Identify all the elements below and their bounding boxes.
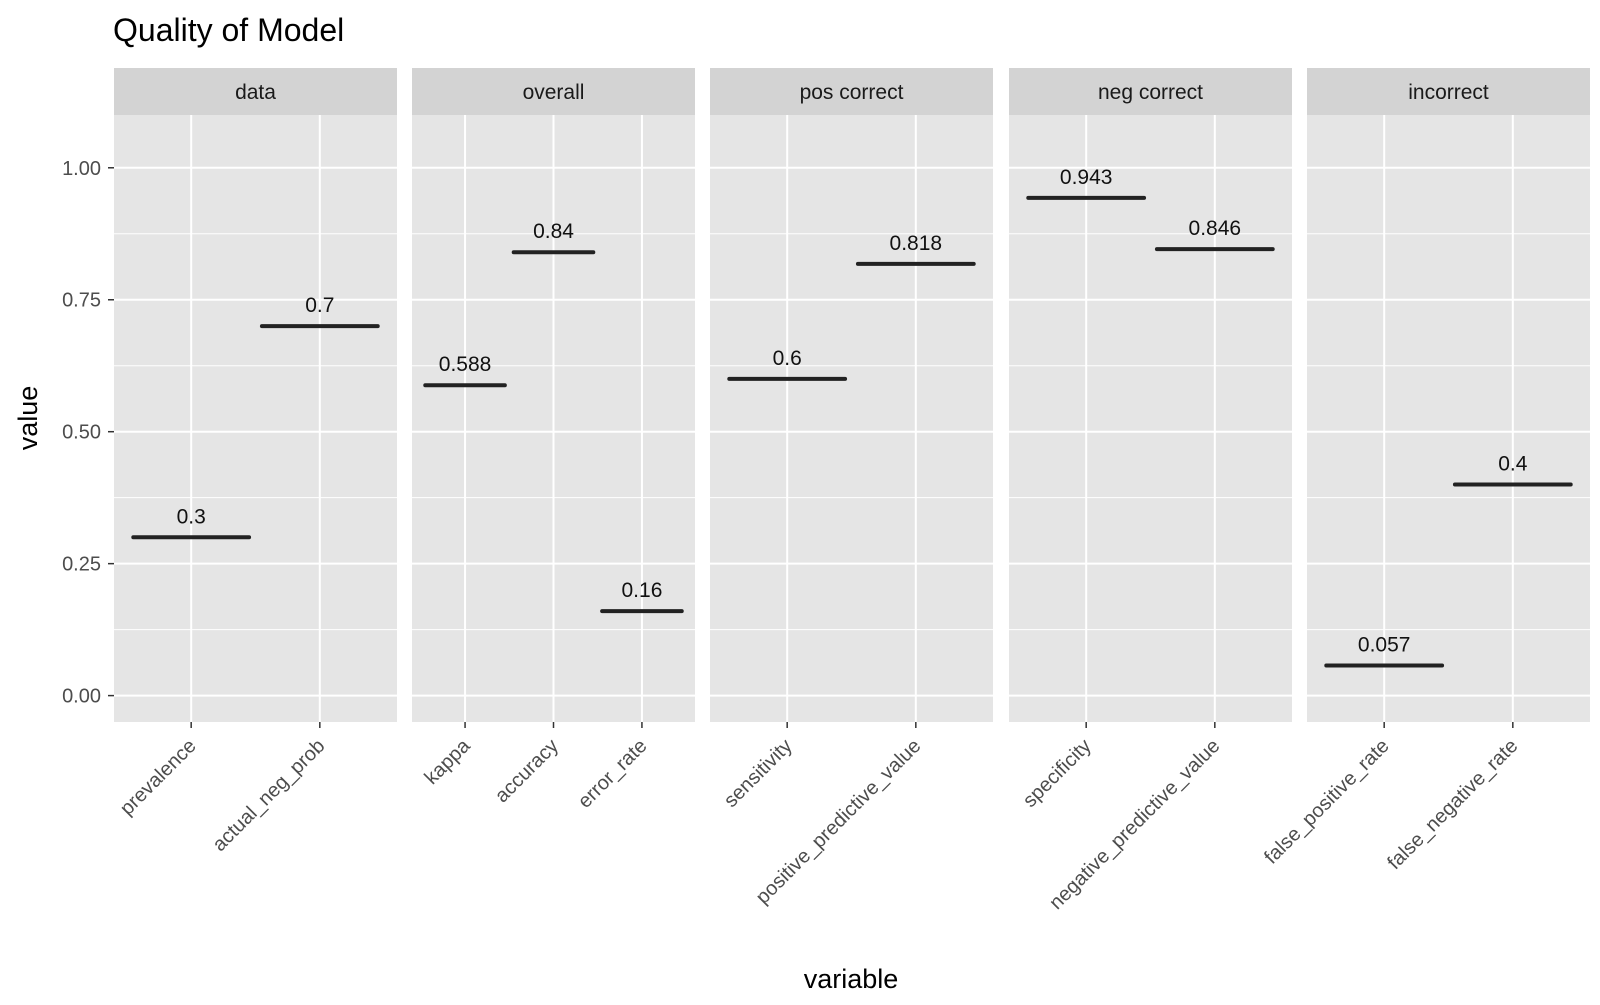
y-axis-title: value (13, 386, 43, 451)
facet-strip (1009, 68, 1292, 115)
x-tick-label: kappa (421, 734, 476, 789)
x-tick-label: sensitivity (720, 735, 797, 812)
data-label: 0.588 (439, 353, 492, 376)
facet-strip (710, 68, 993, 115)
facet-panels: data prevalence actual_neg_prob 0.3 0.7 overa… (114, 68, 1590, 914)
y-tick-label: 0.75 (62, 290, 101, 312)
facet-strip (1307, 68, 1590, 115)
x-tick-label: specificity (1019, 735, 1096, 812)
facet-strip-label: data (235, 81, 276, 104)
y-tick-label: 0.25 (62, 554, 101, 576)
data-label: 0.6 (773, 347, 802, 370)
facet-pos-correct: pos correctsensitivitypositive_predictiv… (710, 68, 993, 909)
chart-title: Quality of Model (113, 12, 344, 48)
y-axis: 0.00 0.25 0.50 0.75 1.00 (62, 158, 114, 708)
panel-background (1307, 115, 1590, 722)
data-label: 0.057 (1358, 634, 1411, 657)
panel-background (710, 115, 993, 722)
panel-background (114, 115, 397, 722)
x-tick-label: false_negative_rate (1383, 735, 1522, 874)
data-label: 0.846 (1189, 217, 1242, 240)
facet-strip-label: incorrect (1408, 81, 1489, 104)
x-tick-label: false_positive_rate (1260, 735, 1393, 868)
facet-incorrect: incorrect false_positive_ratefalse_negati… (1260, 68, 1590, 874)
x-tick-label: actual_neg_prob (208, 735, 329, 856)
facet-strip-label: overall (523, 81, 585, 104)
x-tick-label: prevalence (116, 735, 201, 820)
panel-background (1009, 115, 1292, 722)
facet-strip (412, 68, 695, 115)
facet-neg-correct: neg correctspecificitynegative_predictiv… (1009, 68, 1292, 914)
facet-strip (114, 68, 397, 115)
facet-data: data prevalence actual_neg_prob 0.3 0.7 (114, 68, 397, 856)
data-label: 0.3 (177, 505, 206, 528)
data-label: 0.818 (890, 232, 943, 255)
data-label: 0.84 (533, 220, 574, 243)
facet-strip-label: neg correct (1098, 81, 1203, 104)
data-label: 0.16 (622, 579, 663, 602)
y-tick-label: 0.50 (62, 422, 101, 444)
data-label: 0.943 (1060, 166, 1113, 189)
data-label: 0.7 (305, 294, 334, 317)
y-tick-label: 0.00 (62, 686, 101, 708)
y-tick-label: 1.00 (62, 158, 101, 180)
x-tick-label: accuracy (491, 735, 563, 807)
x-tick-label: error_rate (574, 735, 652, 813)
facet-overall: overall kappa accuracy error_rate 0.588 0.84 0… (412, 68, 695, 813)
x-axis-title: variable (804, 964, 899, 994)
data-label: 0.4 (1498, 452, 1528, 475)
facet-strip-label: pos correct (800, 81, 904, 104)
